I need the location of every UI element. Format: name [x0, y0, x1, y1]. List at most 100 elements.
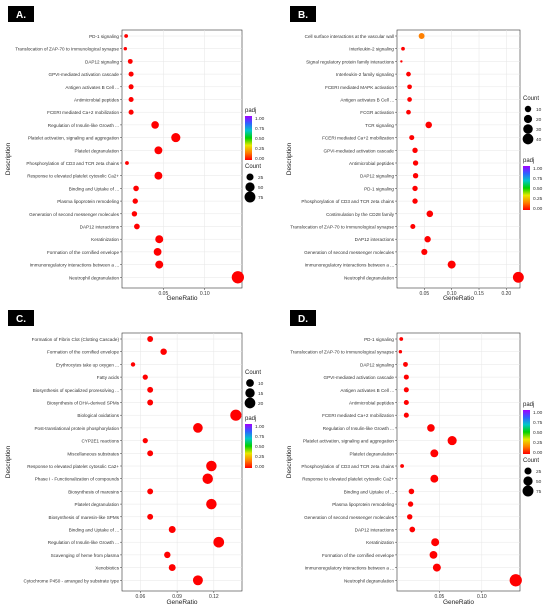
data-point [155, 260, 164, 269]
data-point [447, 260, 456, 269]
data-point [430, 449, 439, 458]
category-label: Phosphorylation of CD3 and TCR zeta chai… [26, 161, 119, 166]
padj-tick-label: 0.50 [533, 430, 543, 436]
legend-count-title: Count [523, 96, 539, 102]
data-point [403, 399, 409, 406]
count-tick-label: 15 [258, 391, 264, 397]
category-label: Scavenging of heme from plasma [51, 553, 120, 558]
data-point [132, 198, 138, 204]
legend-padj-title: padj [523, 402, 534, 408]
category-label: Binding and Uptake of ... [69, 528, 119, 533]
count-legend-dot [244, 397, 256, 409]
category-label: GPVI-mediated activation cascade [324, 148, 395, 153]
category-label: Regulation of Insulin-like Growth ... [323, 426, 394, 431]
data-point [426, 210, 434, 218]
padj-tick-label: 0.75 [255, 434, 265, 440]
category-label: GPVI-mediated activation cascade [49, 72, 120, 77]
data-point [403, 387, 409, 393]
category-label: Regulation of Insulin-like Growth ... [48, 540, 119, 545]
padj-tick-label: 0.25 [255, 146, 265, 152]
data-point [134, 223, 140, 230]
category-label: Platelet degranulation [75, 148, 120, 153]
panel-label: B. [298, 10, 308, 21]
data-point [154, 171, 163, 180]
padj-colorbar [245, 116, 252, 160]
data-point [409, 526, 416, 533]
category-label: Platelet degranulation [75, 502, 120, 507]
category-label: Interleukin-2 family signaling [336, 72, 394, 77]
data-point [147, 386, 154, 393]
x-axis-title: GeneRatio [166, 295, 197, 302]
data-point [400, 464, 404, 468]
category-label: Translocation of ZAP-70 to Immunological… [15, 47, 119, 52]
category-label: Binding and Uptake of ... [69, 186, 119, 191]
padj-tick-label: 1.00 [255, 424, 265, 430]
category-label: DAP12 signaling [360, 174, 394, 179]
padj-tick-label: 0.00 [255, 156, 265, 162]
data-point [171, 133, 181, 143]
panel-label-badge [290, 310, 316, 326]
padj-tick-label: 0.00 [533, 450, 543, 456]
panel-a: A. PD-1 signaling Translocation of ZAP-70 … [5, 6, 265, 302]
category-label: Generation of second messenger molecules [304, 250, 395, 255]
data-point [133, 185, 139, 192]
count-tick-label: 25 [536, 469, 542, 475]
category-label: DAP12 interactions [355, 237, 395, 242]
category-label: Plasma lipoprotein remodeling [332, 502, 394, 507]
data-point [130, 362, 136, 367]
data-point [427, 424, 435, 432]
category-label: Formation of Fibrin Clot (Clotting Casca… [32, 337, 120, 342]
category-label: Fatty acids [97, 375, 120, 380]
x-tick-label: 0.10 [477, 594, 487, 600]
data-point [407, 501, 414, 507]
category-label: Platelet activation, signaling and aggre… [28, 136, 120, 141]
x-tick-label: 0.15 [474, 291, 484, 297]
category-label: Erythrocytes take up oxygen ... [56, 362, 119, 367]
category-label: Neutrophil degranulation [69, 275, 120, 280]
panel-c: C. Formation of Fibrin Clot (Clotting Cas… [5, 310, 265, 606]
data-point [431, 538, 440, 547]
data-point [147, 513, 154, 520]
x-tick-label: 0.05 [435, 594, 445, 600]
data-point [401, 46, 405, 51]
y-axis-title: Description [286, 142, 293, 175]
category-label: Signal regulatory protein family interac… [306, 59, 395, 64]
padj-colorbar [245, 424, 252, 468]
x-tick-label: 0.10 [200, 291, 210, 297]
category-label: DAP12 signaling [360, 362, 394, 367]
data-point [153, 248, 162, 256]
panel-label: A. [16, 10, 26, 21]
legend: padj 1.00 0.75 0.50 0.25 0.00 Count 10 20 30 40 [522, 96, 543, 212]
count-tick-label: 10 [258, 381, 264, 387]
category-label: Post-translational protein phosphorylati… [34, 426, 119, 431]
data-point [399, 337, 404, 341]
data-point [193, 423, 203, 433]
category-label: Response to elevated platelet cytosolic … [27, 174, 119, 179]
data-point [147, 450, 154, 457]
category-label: Antimicrobial peptides [349, 401, 395, 406]
category-label: Formation of the cornified envelope [47, 250, 119, 255]
category-label: FCERI mediated Ca+2 mobilization [322, 136, 394, 141]
category-label: PD-1 signaling [364, 186, 394, 191]
category-label: Antigen activates B Cell ... [340, 388, 394, 393]
legend: padj 1.00 0.75 0.50 0.25 0.00 Count 25 50 75 [522, 402, 543, 497]
data-point [424, 236, 431, 243]
category-label: Immunoregulatory interactions between a … [30, 263, 119, 268]
category-label: Translocation of ZAP-70 to Immunological… [290, 225, 394, 230]
padj-tick-label: 0.75 [533, 176, 543, 182]
data-point [164, 551, 171, 559]
category-label: Translocation of ZAP-70 to Immunological… [290, 350, 394, 355]
count-legend-dot [523, 114, 533, 124]
plot-frame [396, 29, 521, 289]
count-legend-dot [523, 124, 533, 134]
data-point [421, 248, 428, 255]
padj-tick-label: 1.00 [255, 116, 265, 122]
data-point [409, 135, 415, 141]
count-tick-label: 50 [536, 479, 542, 485]
y-axis-title: Description [5, 445, 12, 478]
padj-colorbar [523, 166, 530, 210]
data-point [403, 361, 408, 367]
category-label: Generation of second messenger molecules [304, 515, 395, 520]
category-label: DAP12 interactions [80, 225, 120, 230]
